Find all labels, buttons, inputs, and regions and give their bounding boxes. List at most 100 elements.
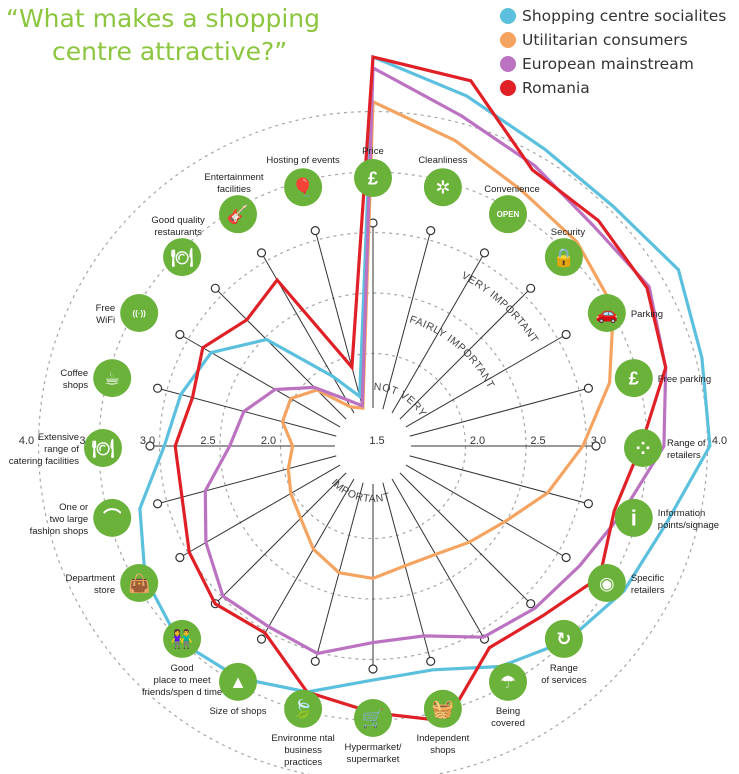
spoke xyxy=(409,387,589,437)
icon-glyph: ◉ xyxy=(599,573,615,593)
category-label-line: Range of xyxy=(667,438,706,449)
category-marker: ☂ xyxy=(489,662,527,701)
category-marker: £ xyxy=(354,159,392,197)
category-marker: 👜 xyxy=(120,564,159,602)
category-label: Extensive range of catering facilities xyxy=(9,432,80,467)
category-label-line: supermarket xyxy=(347,754,400,765)
spoke xyxy=(382,482,432,662)
category-marker: 🔒 xyxy=(544,238,583,277)
category-label-line: Cleanliness xyxy=(418,155,467,166)
category-label-line: facilities xyxy=(217,184,251,195)
ring-tick-label: 2.0 xyxy=(470,435,485,447)
icon-glyph: 🚗 xyxy=(596,303,618,323)
legend-label: Shopping centre socialites xyxy=(522,7,727,25)
category-label: Range of services xyxy=(541,663,587,686)
category-label: Being covered xyxy=(491,706,525,729)
icon-glyph: 🍽 xyxy=(171,247,194,267)
spoke xyxy=(405,464,567,558)
page-title: “What makes a shopping centre attractive… xyxy=(6,2,366,68)
category-marker: 🧺 xyxy=(423,689,462,728)
icon-glyph: £ xyxy=(368,168,378,188)
category-label-line: Range xyxy=(550,663,578,674)
title-line-2: centre attractive?” xyxy=(52,37,288,66)
category-marker: 🛒 xyxy=(354,699,392,737)
category-label-line: store xyxy=(94,585,115,596)
icon-glyph: 🍃 xyxy=(292,698,314,719)
icon-glyph: 👜 xyxy=(128,572,150,593)
spoke xyxy=(157,455,337,505)
category-marker: £ xyxy=(614,359,653,398)
legend-item: Shopping centre socialites xyxy=(500,4,726,28)
spoke-end-marker xyxy=(426,225,436,236)
legend-label: Romania xyxy=(522,79,590,97)
hanger-icon xyxy=(93,498,132,537)
category-label-line: Coffee xyxy=(60,368,88,379)
category-label-line: WiFi xyxy=(96,315,115,326)
coffee-cup-icon xyxy=(93,359,132,398)
car-icon xyxy=(587,294,626,332)
category-label: Good quality restaurants xyxy=(151,215,205,238)
icon-glyph: ⌒ xyxy=(103,507,121,528)
category-label-line: range of xyxy=(44,444,79,455)
spoke xyxy=(382,230,432,410)
category-label-line: Specific xyxy=(631,573,665,584)
icon-glyph: 🔒 xyxy=(553,247,575,267)
spoke xyxy=(179,334,341,428)
category-label: Convenience xyxy=(484,184,539,195)
legend-label: European mainstream xyxy=(522,55,694,73)
category-label-line: Environme ntal xyxy=(271,733,334,744)
legend-swatch xyxy=(500,56,516,72)
category-label: Entertainment facilities xyxy=(204,172,264,195)
category-marker: 👫 xyxy=(163,619,202,658)
spoke xyxy=(405,334,567,428)
guitar-icon xyxy=(219,195,257,234)
spoke-end-marker xyxy=(256,248,267,258)
category-label-line: practices xyxy=(284,757,322,768)
category-label-line: Being xyxy=(496,706,520,717)
band-label: VERY IMPORTANT xyxy=(459,270,540,346)
spoke xyxy=(391,478,485,640)
legend-swatch xyxy=(500,8,516,24)
category-label-line: Hosting of events xyxy=(266,155,340,166)
category-label-line: One or xyxy=(59,502,88,513)
spoke xyxy=(214,287,347,420)
icon-glyph: 👫 xyxy=(171,628,193,649)
spoke-end-marker xyxy=(210,283,220,293)
spoke xyxy=(399,472,532,605)
category-label-line: Extensive xyxy=(38,432,79,443)
padlock-icon xyxy=(544,238,583,277)
spoke-end-marker xyxy=(479,248,490,258)
people-icon xyxy=(163,619,202,658)
category-marker: ◉ xyxy=(587,564,626,602)
category-label-line: Free parking xyxy=(658,374,711,385)
category-label-line: Independent xyxy=(416,733,469,744)
category-label-line: shops xyxy=(430,745,456,756)
category-label-line: Entertainment xyxy=(204,172,264,183)
spoke-end-marker xyxy=(583,499,594,509)
icon-glyph: ↻ xyxy=(556,629,571,649)
band-label-text: NOT VERY xyxy=(373,381,428,419)
band-label: NOT VERY xyxy=(373,381,428,419)
ring-tick-label: 2.5 xyxy=(200,435,215,447)
leaf-icon xyxy=(284,689,323,728)
category-marker: OPEN xyxy=(489,195,527,234)
category-label: Parking xyxy=(631,309,663,320)
cart-icon xyxy=(354,699,392,737)
spoke xyxy=(314,230,364,410)
category-label-line: Security xyxy=(551,227,586,238)
legend-item: Romania xyxy=(500,76,726,100)
pound-icon xyxy=(354,159,392,197)
category-marker: ((·)) xyxy=(120,294,159,332)
icon-glyph: ▲ xyxy=(229,672,247,692)
triangle-icon xyxy=(219,662,257,701)
legend-item: Utilitarian consumers xyxy=(500,28,726,52)
icon-glyph: 🛒 xyxy=(362,707,384,728)
category-label: Environme ntal business practices xyxy=(271,733,334,768)
icon-glyph: 🎸 xyxy=(227,203,249,225)
icon-glyph: ✲ xyxy=(435,178,450,198)
category-label-line: Parking xyxy=(631,309,663,320)
category-marker: 🚗 xyxy=(587,294,626,332)
category-label-line: retailers xyxy=(667,450,701,461)
basket-icon xyxy=(423,689,462,728)
category-label-line: Free xyxy=(96,303,116,314)
